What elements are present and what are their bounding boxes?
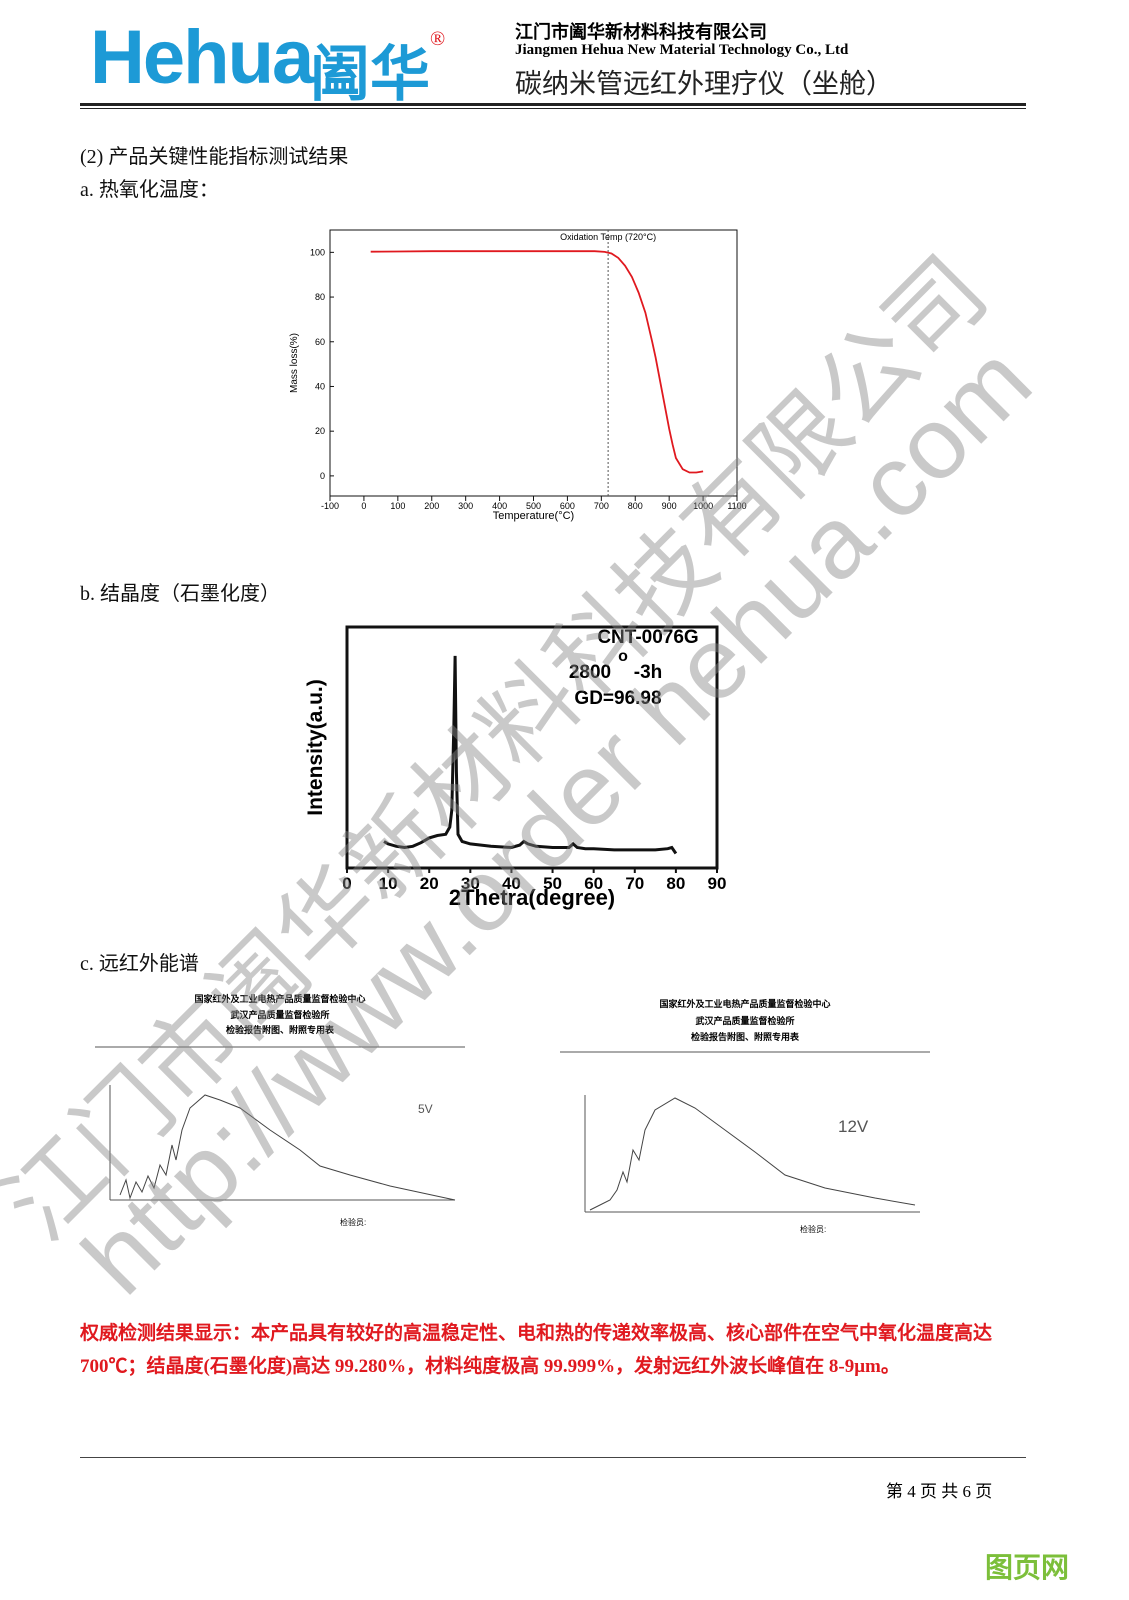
- page-number: 第 4 页 共 6 页: [886, 1482, 993, 1501]
- voltage: 5V: [418, 1102, 433, 1116]
- x-tick-label: 60: [584, 874, 603, 893]
- product-title: 碳纳米管远红外理疗仪（坐舱）: [515, 69, 893, 99]
- x-tick-label: 70: [625, 874, 644, 893]
- x-tick-label: 800: [628, 501, 643, 511]
- section-a: a. 热氧化温度：: [80, 179, 219, 201]
- annotation: CNT-0076G: [597, 627, 698, 648]
- annotation: Oxidation Temp (720°C): [560, 232, 656, 242]
- data-line: [383, 655, 678, 855]
- data-line: [370, 250, 704, 474]
- x-tick-label: 700: [594, 501, 609, 511]
- header-rule: [80, 103, 1026, 109]
- x-tick-label: 400: [492, 501, 507, 511]
- section-c: c. 远红外能谱: [80, 953, 199, 975]
- x-tick-label: 1000: [693, 501, 713, 511]
- logo: Hehua: [90, 15, 314, 100]
- annotation: GD=96.98: [574, 688, 661, 709]
- inspector: 检验员:: [800, 1224, 826, 1234]
- x-tick-label: 200: [424, 501, 439, 511]
- x-tick-label: 1100: [727, 501, 746, 511]
- y-tick-label: 60: [315, 337, 325, 347]
- x-tick-label: 20: [420, 874, 439, 893]
- logo-cn: 阖华: [310, 41, 430, 108]
- annotation: -3h: [634, 662, 663, 683]
- report-line: 武汉产品质量监督检验所: [695, 1015, 794, 1026]
- registered: ®: [430, 28, 446, 50]
- x-tick-label: 500: [526, 501, 541, 511]
- x-tick-label: 900: [662, 501, 677, 511]
- y-tick-label: 0: [320, 471, 325, 481]
- inspector: 检验员:: [340, 1217, 366, 1227]
- y-tick-label: 100: [310, 247, 325, 257]
- report-line: 检验报告附图、附照专用表: [226, 1024, 335, 1035]
- x-tick-label: 30: [461, 874, 480, 893]
- x-tick-label: 100: [390, 501, 405, 511]
- annotation: o: [618, 648, 628, 665]
- xrd-chart: 0 10 20 30 40 50 60 70 80 90 2Thetra(degree) Intens…: [304, 625, 727, 910]
- tga-chart: -100 0 100 200 300 400 500 600 700 800 900 1000 1100…: [289, 229, 747, 522]
- y-tick-label: 80: [315, 292, 325, 302]
- company-en: Jiangmen Hehua New Material Technology C…: [515, 42, 849, 58]
- y-axis-label: Mass loss(%): [289, 333, 300, 393]
- section-b: b. 结晶度（石墨化度）: [80, 583, 280, 605]
- x-tick-label: 50: [543, 874, 562, 893]
- x-tick-label: 80: [666, 874, 685, 893]
- company-cn: 江门市阖华新材料科技有限公司: [515, 22, 767, 42]
- x-tick-label: 600: [560, 501, 575, 511]
- y-axis-label: Intensity(a.u.): [304, 679, 327, 816]
- x-tick-label: 0: [361, 501, 366, 511]
- x-tick-label: 300: [458, 501, 473, 511]
- report-line: 国家红外及工业电热产品质量监督检验中心: [659, 998, 830, 1009]
- report-line: 武汉产品质量监督检验所: [230, 1009, 329, 1020]
- x-tick-label: 10: [379, 874, 398, 893]
- spectrum-report: 国家红外及工业电热产品质量监督检验中心 武汉产品质量监督检验所 检验报告附图、附…: [560, 998, 930, 1234]
- spectrum-curve: [119, 1094, 456, 1201]
- y-tick-label: 20: [315, 426, 325, 436]
- y-tick-label: 40: [315, 381, 325, 391]
- spectrum-report: 国家红外及工业电热产品质量监督检验中心 武汉产品质量监督检验所 检验报告附图、附…: [95, 993, 465, 1227]
- x-tick-label: 0: [342, 874, 351, 893]
- plot-frame: [345, 625, 719, 870]
- voltage: 12V: [838, 1117, 869, 1136]
- x-axis-label: Temperature(°C): [493, 510, 574, 522]
- report-line: 国家红外及工业电热产品质量监督检验中心: [194, 993, 365, 1004]
- spectrum-curve: [589, 1097, 916, 1211]
- x-tick-label: 90: [708, 874, 727, 893]
- section-heading: (2) 产品关键性能指标测试结果: [80, 146, 349, 168]
- conclusion-line: 权威检测结果显示：本产品具有较好的高温稳定性、电和热的传递效率极高、核心部件在空…: [80, 1323, 993, 1344]
- report-line: 检验报告附图、附照专用表: [691, 1031, 800, 1042]
- x-tick-label: -100: [321, 501, 339, 511]
- conclusion-line: 700℃；结晶度(石墨化度)高达 99.280%，材料纯度极高 99.999%，…: [80, 1356, 900, 1377]
- footer-rule: [80, 1457, 1026, 1458]
- x-axis-label: 2Thetra(degree): [449, 885, 615, 910]
- annotation: 2800: [569, 662, 611, 683]
- x-tick-label: 40: [502, 874, 521, 893]
- badge: 图页网: [985, 1552, 1070, 1583]
